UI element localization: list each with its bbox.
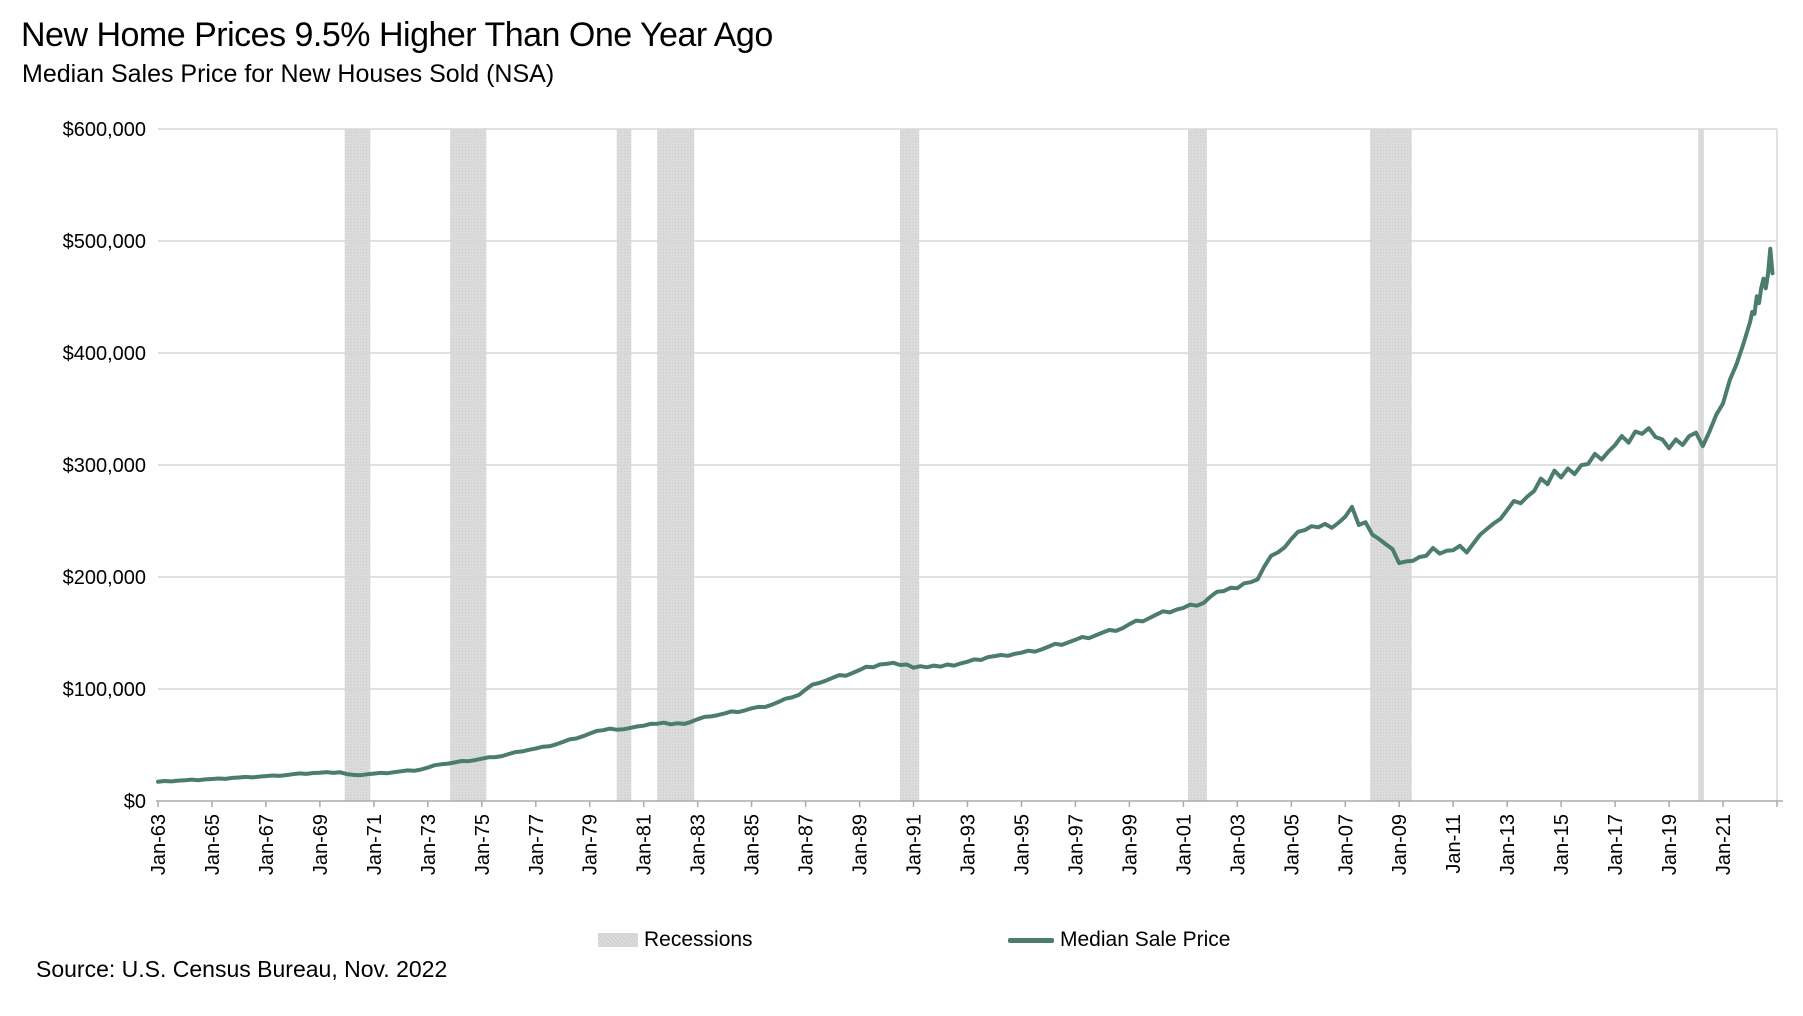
- x-tick-label: Jan-89: [850, 814, 872, 875]
- x-tick-label: Jan-07: [1335, 814, 1357, 875]
- x-tick-label: Jan-97: [1065, 814, 1087, 875]
- price-line: [156, 246, 1775, 784]
- y-tick-label: $400,000: [63, 343, 146, 365]
- y-tick-label: $300,000: [63, 455, 146, 477]
- x-tick-label: Jan-13: [1497, 814, 1519, 875]
- x-tick-label: Jan-99: [1119, 814, 1141, 875]
- legend-price-label: Median Sale Price: [1060, 928, 1231, 951]
- x-tick-label: Jan-79: [580, 814, 602, 875]
- legend-item-median-sale-price: Median Sale Price: [1008, 928, 1230, 952]
- chart-subtitle: Median Sales Price for New Houses Sold (…: [22, 60, 555, 88]
- x-tick-label: Jan-65: [202, 814, 224, 875]
- x-tick-label: Jan-05: [1281, 814, 1303, 875]
- x-tick-label: Jan-21: [1713, 814, 1735, 875]
- x-tick-label: Jan-19: [1659, 814, 1681, 875]
- x-tick-label: Jan-01: [1173, 814, 1195, 875]
- x-tick-label: Jan-69: [310, 814, 332, 875]
- y-tick-label: $600,000: [63, 119, 146, 141]
- price-line-icon: [1008, 937, 1054, 943]
- x-tick-label: Jan-09: [1389, 814, 1411, 875]
- x-tick-label: Jan-81: [634, 814, 656, 875]
- x-tick-label: Jan-87: [796, 814, 818, 875]
- page-title: New Home Prices 9.5% Higher Than One Yea…: [21, 16, 773, 54]
- x-tick-label: Jan-73: [418, 814, 440, 875]
- y-tick-label: $500,000: [63, 231, 146, 253]
- x-tick-label: Jan-15: [1551, 814, 1573, 875]
- y-tick-label: $200,000: [63, 567, 146, 589]
- legend-item-recessions: Recessions: [598, 928, 753, 952]
- x-tick-label: Jan-91: [904, 814, 926, 875]
- source-note: Source: U.S. Census Bureau, Nov. 2022: [36, 956, 448, 982]
- y-tick-label: $0: [124, 791, 146, 813]
- recessions-swatch-icon: [598, 933, 638, 947]
- x-tick-label: Jan-63: [148, 814, 170, 875]
- x-tick-label: Jan-77: [526, 814, 548, 875]
- x-tick-label: Jan-95: [1012, 814, 1034, 875]
- x-tick-label: Jan-75: [472, 814, 494, 875]
- x-tick-label: Jan-93: [958, 814, 980, 875]
- x-tick-label: Jan-67: [256, 814, 278, 875]
- y-tick-label: $100,000: [63, 679, 146, 701]
- legend-recessions-label: Recessions: [644, 928, 753, 951]
- x-tick-label: Jan-71: [364, 814, 386, 875]
- x-tick-label: Jan-83: [688, 814, 710, 875]
- x-tick-label: Jan-17: [1605, 814, 1627, 875]
- x-tick-label: Jan-85: [742, 814, 764, 875]
- x-tick-label: Jan-11: [1443, 814, 1465, 874]
- x-tick-label: Jan-03: [1227, 814, 1249, 875]
